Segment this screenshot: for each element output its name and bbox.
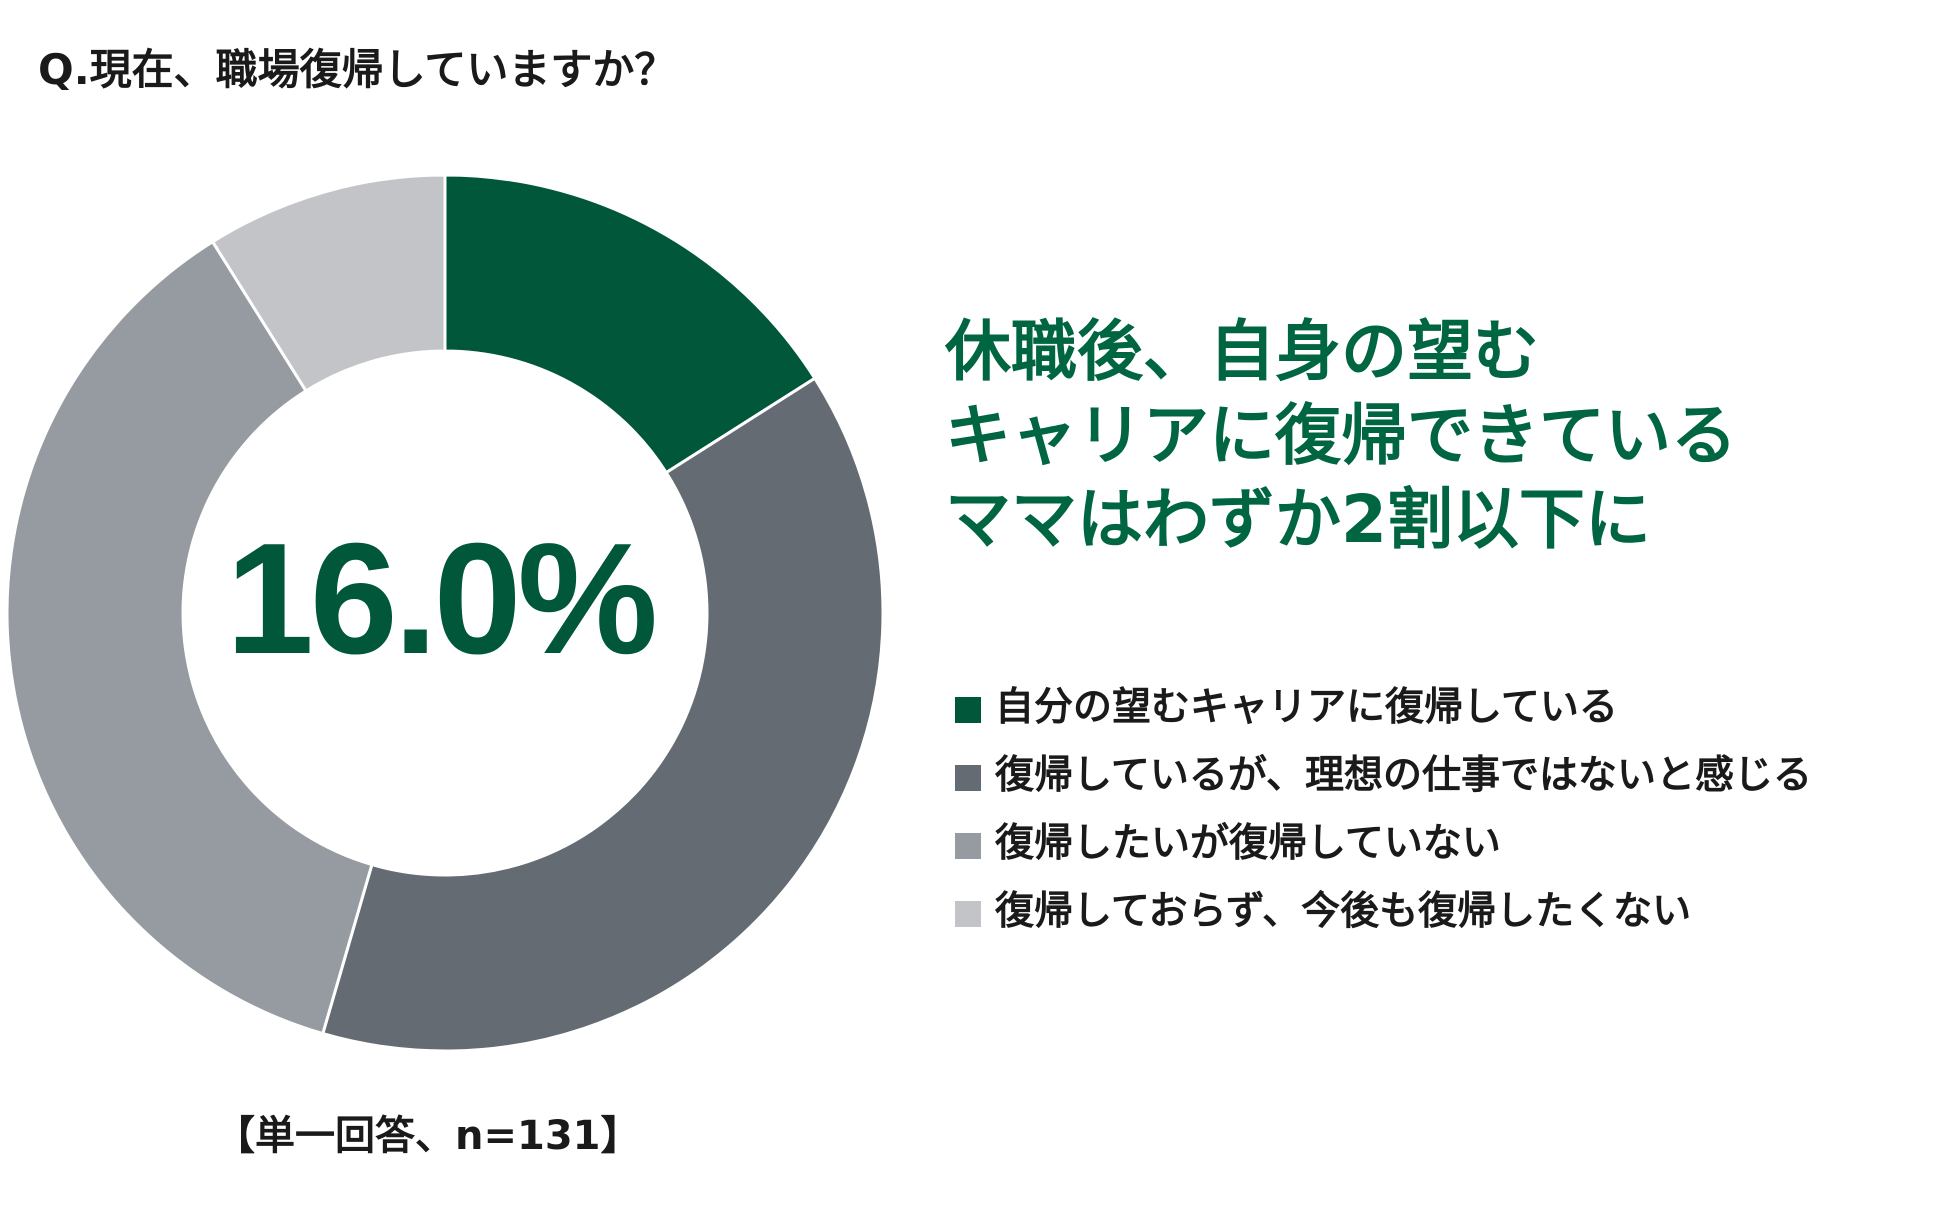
- legend-item: 復帰したいが復帰していない: [955, 814, 1930, 874]
- legend-label: 復帰したいが復帰していない: [995, 821, 1501, 866]
- legend-item: 自分の望むキャリアに復帰している: [955, 678, 1930, 738]
- legend-swatch: [955, 833, 981, 859]
- headline: 休職後、自身の望む キャリアに復帰できている ママはわずか2割以下に: [945, 310, 1737, 562]
- legend-label: 復帰しておらず、今後も復帰したくない: [995, 889, 1692, 934]
- legend-swatch: [955, 697, 981, 723]
- center-percentage: 16.0%: [225, 511, 658, 687]
- legend-item: 復帰しておらず、今後も復帰したくない: [955, 882, 1930, 942]
- legend-label: 自分の望むキャリアに復帰している: [995, 685, 1618, 730]
- donut-slice: [210, 173, 447, 393]
- donut-slice: [443, 173, 817, 475]
- donut-slice: [320, 376, 885, 1050]
- headline-line-3: ママはわずか2割以下に: [945, 481, 1651, 558]
- legend-swatch: [955, 901, 981, 927]
- legend-label: 復帰しているが、理想の仕事ではないと感じる: [995, 753, 1813, 798]
- legend-swatch: [955, 765, 981, 791]
- sample-note: 【単一回答、n=131】: [215, 1113, 641, 1159]
- headline-line-2: キャリアに復帰できている: [945, 397, 1737, 474]
- donut-slice: [5, 239, 374, 1036]
- donut-chart: [5, 173, 885, 1050]
- legend-item: 復帰しているが、理想の仕事ではないと感じる: [955, 746, 1930, 806]
- headline-line-1: 休職後、自身の望む: [945, 313, 1539, 390]
- chart-question: Q.現在、職場復帰していますか？: [38, 45, 677, 94]
- legend: 自分の望むキャリアに復帰している 復帰しているが、理想の仕事ではないと感じる 復…: [955, 678, 1930, 950]
